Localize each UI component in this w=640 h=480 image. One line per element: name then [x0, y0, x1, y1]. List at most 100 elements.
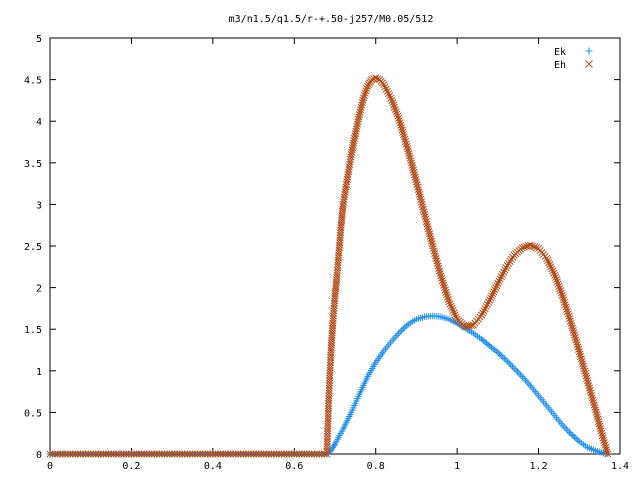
data-point — [493, 347, 500, 355]
data-point — [494, 279, 502, 287]
data-point — [581, 369, 589, 378]
data-point — [84, 450, 92, 458]
data-point — [360, 92, 368, 100]
data-point — [384, 90, 393, 98]
data-point — [563, 305, 571, 313]
data-point — [441, 286, 449, 294]
data-point — [410, 168, 418, 177]
data-point — [491, 346, 498, 354]
legend-label: Ek — [554, 47, 566, 58]
data-point — [278, 450, 286, 458]
data-point — [595, 417, 603, 426]
data-point — [589, 399, 598, 407]
data-point — [593, 413, 601, 421]
data-point — [362, 87, 370, 95]
data-point — [250, 450, 258, 458]
data-point — [293, 450, 301, 458]
data-point — [581, 367, 589, 375]
data-point — [115, 450, 123, 458]
data-point — [168, 450, 176, 458]
data-point — [483, 300, 491, 308]
data-point — [107, 450, 115, 458]
data-point — [593, 411, 601, 419]
data-point — [578, 357, 586, 365]
data-point — [442, 288, 450, 296]
data-point — [555, 282, 563, 290]
data-point — [514, 368, 521, 375]
data-point — [569, 326, 577, 335]
data-point — [563, 308, 571, 316]
data-point — [275, 450, 283, 458]
data-point — [452, 313, 460, 321]
data-point — [410, 171, 419, 179]
data-point — [194, 450, 202, 458]
data-point — [586, 386, 594, 395]
data-point — [87, 450, 95, 458]
data-point — [402, 138, 410, 146]
data-point — [506, 360, 513, 367]
data-point — [568, 324, 577, 332]
y-tick-label: 0 — [36, 450, 42, 461]
data-point — [64, 450, 72, 458]
data-point — [270, 450, 278, 458]
data-point — [439, 279, 447, 287]
data-point — [283, 450, 291, 458]
data-point — [489, 345, 497, 352]
legend-marker — [585, 47, 593, 55]
data-point — [288, 450, 296, 458]
data-point — [403, 142, 411, 150]
x-tick-label: 0.2 — [122, 461, 140, 472]
data-point — [518, 244, 526, 252]
data-point — [386, 92, 394, 100]
data-point — [552, 273, 560, 281]
legend-marker — [585, 60, 593, 68]
data-point — [449, 306, 457, 315]
data-point — [480, 337, 487, 344]
data-point — [490, 288, 498, 296]
data-point — [564, 310, 572, 318]
data-point — [569, 432, 576, 439]
data-point — [589, 396, 597, 404]
data-point — [570, 329, 578, 337]
data-point — [549, 267, 557, 275]
data-point — [545, 259, 553, 267]
data-point — [201, 450, 209, 458]
data-point — [409, 166, 417, 174]
data-point — [441, 284, 449, 292]
data-point — [483, 339, 490, 347]
data-point — [557, 287, 565, 295]
data-point — [48, 450, 57, 458]
data-point — [89, 450, 97, 458]
y-tick-label: 1 — [36, 367, 42, 378]
data-point — [554, 280, 562, 288]
data-point — [404, 147, 412, 155]
data-point — [571, 433, 578, 441]
data-point — [570, 331, 579, 339]
data-point — [390, 103, 398, 111]
y-tick-label: 5 — [36, 34, 42, 45]
data-point — [244, 450, 253, 458]
data-point — [402, 140, 410, 148]
data-point — [155, 450, 163, 458]
x-axis: 0 0.2 0.4 0.6 0.8 1 1.2 1.4 — [47, 38, 629, 472]
data-point — [140, 450, 148, 458]
data-point — [446, 300, 454, 308]
data-point — [575, 345, 583, 353]
x-tick-label: 0.4 — [204, 461, 222, 472]
data-point — [575, 348, 583, 356]
data-point — [577, 352, 585, 361]
data-point — [280, 450, 288, 458]
data-point — [572, 435, 580, 442]
data-point — [138, 450, 146, 458]
data-point — [404, 145, 412, 153]
data-point — [252, 450, 260, 458]
data-point — [544, 257, 552, 265]
data-point — [496, 350, 503, 358]
data-point — [561, 301, 569, 309]
data-point — [313, 450, 321, 458]
data-point — [577, 355, 585, 363]
data-point — [99, 450, 107, 458]
data-point — [566, 317, 574, 325]
data-point — [224, 450, 232, 458]
